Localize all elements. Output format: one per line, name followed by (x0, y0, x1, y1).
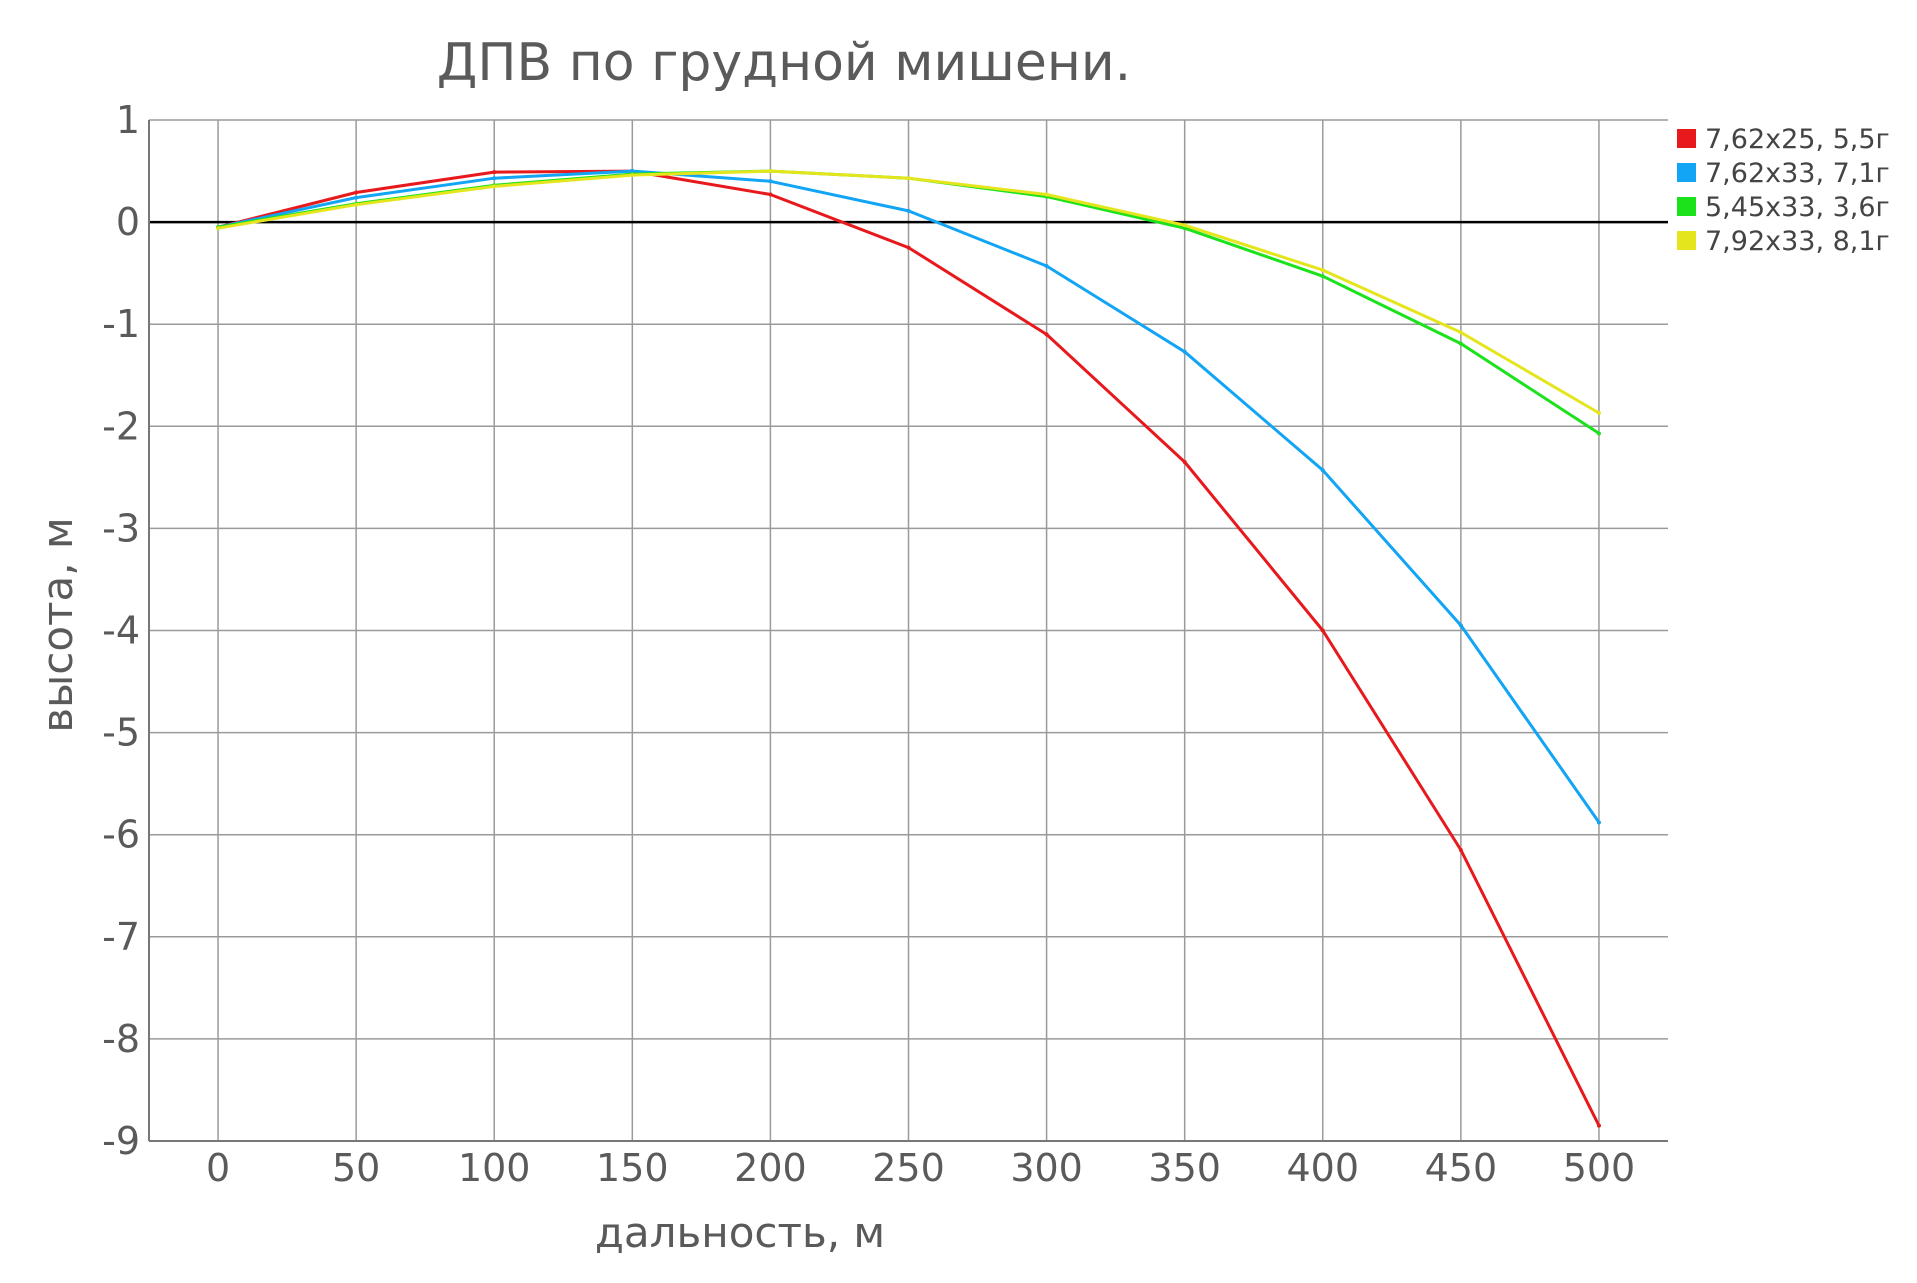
data-point (354, 190, 359, 195)
legend-swatch-4 (1677, 231, 1696, 250)
x-tick-label: 200 (734, 1146, 807, 1190)
data-point (1182, 349, 1187, 354)
data-point (216, 226, 221, 231)
x-tick-label: 400 (1287, 1146, 1360, 1190)
data-point (1458, 330, 1463, 335)
chart-title: ДПВ по грудной мишени. (437, 33, 1131, 93)
series-lines (216, 169, 1601, 1128)
y-axis-title: высота, м (33, 517, 82, 732)
y-tick-label: -1 (102, 302, 140, 346)
data-point (354, 195, 359, 200)
x-tick-label: 150 (596, 1146, 669, 1190)
x-tick-label: 100 (458, 1146, 531, 1190)
data-point (1458, 341, 1463, 346)
data-point (492, 170, 497, 175)
axes (148, 120, 1668, 1142)
x-tick-label: 350 (1148, 1146, 1221, 1190)
tick-labels: 1 0 -1 -2 -3 -4 -5 -6 -7 -8 -9 0 50 100 150 200 250 300 35… (102, 98, 1635, 1190)
y-tick-label: -8 (102, 1017, 140, 1061)
legend-label-1: 7,62x25, 5,5г (1705, 124, 1890, 155)
data-point (1044, 264, 1049, 269)
data-point (768, 179, 773, 184)
data-point (354, 202, 359, 207)
data-point (1044, 332, 1049, 337)
legend-label-4: 7,92x33, 8,1г (1705, 226, 1890, 257)
data-point (1458, 848, 1463, 853)
y-tick-label: -6 (102, 813, 140, 857)
data-point (1596, 431, 1601, 436)
data-point (1458, 623, 1463, 628)
legend-label-3: 5,45x33, 3,6г (1705, 192, 1890, 223)
legend-swatch-3 (1677, 197, 1696, 216)
data-point (1044, 192, 1049, 197)
data-point (1320, 268, 1325, 273)
data-point (906, 245, 911, 250)
data-point (1182, 226, 1187, 231)
data-point (630, 173, 635, 178)
legend: 7,62x25, 5,5г7,62x33, 7,1г5,45x33, 3,6г7… (1677, 124, 1890, 257)
data-point (906, 176, 911, 181)
legend-swatch-2 (1677, 163, 1696, 182)
x-tick-label: 250 (872, 1146, 945, 1190)
legend-label-2: 7,62x33, 7,1г (1705, 158, 1890, 189)
x-tick-label: 0 (206, 1146, 230, 1190)
y-tick-label: -2 (102, 404, 140, 448)
data-point (492, 176, 497, 181)
legend-swatch-1 (1677, 129, 1696, 148)
data-point (768, 192, 773, 197)
data-point (630, 169, 635, 174)
data-point (768, 169, 773, 174)
y-tick-label: -3 (102, 506, 140, 550)
y-tick-label: 0 (116, 200, 140, 244)
y-tick-label: -5 (102, 711, 140, 755)
x-tick-label: 450 (1425, 1146, 1498, 1190)
x-axis-title: дальность, м (595, 1208, 885, 1257)
y-tick-label: -9 (102, 1119, 140, 1163)
data-point (1596, 411, 1601, 416)
data-point (1320, 274, 1325, 279)
grid-lines (149, 119, 1668, 1141)
data-point (1320, 468, 1325, 473)
data-point (906, 208, 911, 213)
x-tick-label: 50 (332, 1146, 380, 1190)
data-point (492, 184, 497, 189)
y-tick-label: -7 (102, 915, 140, 959)
x-tick-label: 300 (1010, 1146, 1083, 1190)
data-point (1320, 628, 1325, 633)
data-point (1596, 820, 1601, 825)
data-point (1182, 460, 1187, 465)
data-point (1596, 1123, 1601, 1128)
y-tick-label: -4 (102, 609, 140, 653)
y-tick-label: 1 (116, 98, 140, 142)
x-tick-label: 500 (1563, 1146, 1636, 1190)
data-point (1182, 223, 1187, 228)
